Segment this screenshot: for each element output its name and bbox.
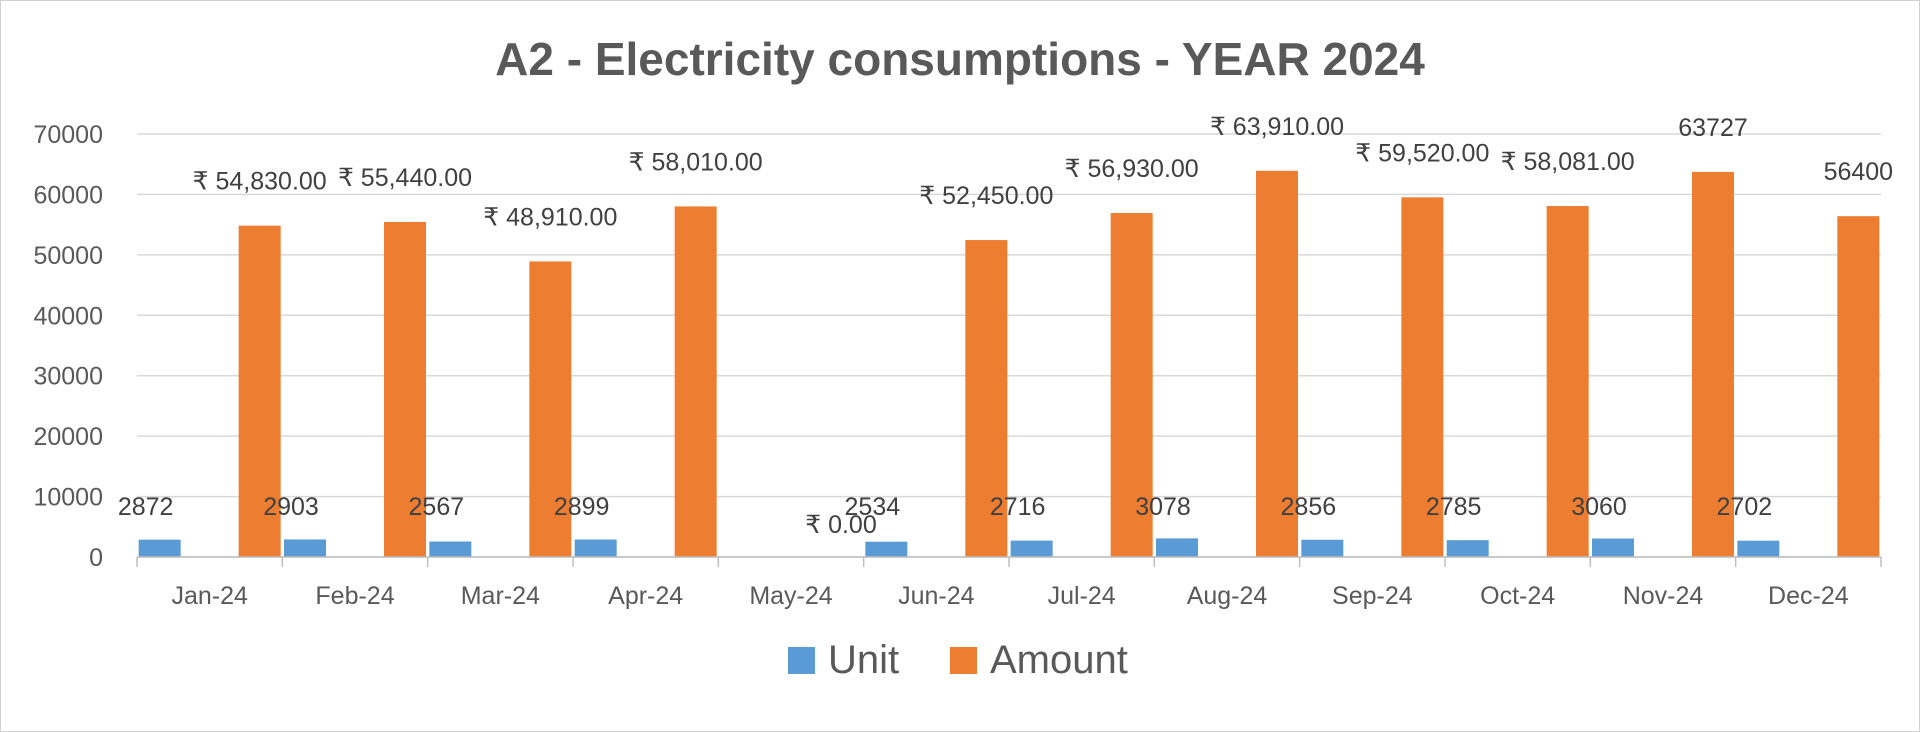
bar-unit	[1301, 539, 1344, 557]
x-tick-label: Aug-24	[1187, 582, 1268, 610]
legend-swatch-amount	[950, 647, 977, 674]
data-label-amount: ₹ 48,910.00	[483, 203, 617, 231]
bar-unit	[865, 541, 908, 557]
bar-unit	[1446, 540, 1489, 557]
data-label-amount: ₹ 63,910.00	[1210, 113, 1344, 141]
data-label-amount: ₹ 59,520.00	[1355, 139, 1489, 167]
legend: Unit Amount	[788, 638, 1128, 682]
data-label-amount: ₹ 56,930.00	[1065, 155, 1199, 183]
data-label-amount: ₹ 52,450.00	[919, 182, 1053, 210]
x-axis: Jan-24 Feb-24 Mar-24 Apr-24 May-24 Jun-24 Jul-…	[136, 556, 1882, 610]
data-label-unit: 2903	[263, 493, 319, 521]
x-tick-label: Apr-24	[608, 582, 683, 610]
y-tick-label: 40000	[33, 302, 103, 330]
data-label-unit: 2872	[118, 493, 174, 521]
data-label-amount: ₹ 55,440.00	[338, 164, 472, 192]
legend-swatch-unit	[788, 647, 815, 674]
bar-amount	[529, 261, 572, 557]
bar-unit	[1010, 540, 1053, 557]
y-tick-label: 0	[89, 544, 103, 572]
x-tick-label: Dec-24	[1768, 582, 1849, 610]
data-label-unit: 2856	[1281, 493, 1337, 521]
bar-unit	[429, 541, 472, 557]
bar-amount	[1546, 206, 1589, 557]
data-label-unit: 2899	[554, 493, 610, 521]
legend-label-amount: Amount	[990, 638, 1128, 682]
bar-amount	[965, 240, 1008, 558]
bar-unit	[1156, 538, 1198, 557]
y-tick-label: 50000	[33, 242, 103, 270]
data-label-unit: 3078	[1135, 493, 1191, 521]
y-tick-label: 10000	[33, 484, 103, 512]
data-label-amount: 56400	[1824, 158, 1894, 186]
bar-amount	[1692, 171, 1734, 557]
data-label-unit: 2534	[845, 493, 901, 521]
bar-amount	[1110, 212, 1153, 557]
bar-unit	[1592, 538, 1634, 557]
bar-amount	[1837, 216, 1880, 557]
x-tick-label: Nov-24	[1623, 582, 1704, 610]
data-label-unit: 2716	[990, 493, 1046, 521]
x-tick-label: Jun-24	[898, 582, 975, 610]
y-tick-label: 20000	[33, 423, 103, 451]
x-tick-label: Feb-24	[315, 582, 394, 610]
bars	[138, 170, 1880, 558]
data-label-amount: ₹ 58,081.00	[1501, 148, 1635, 176]
y-tick-label: 70000	[33, 121, 103, 149]
bar-unit	[138, 539, 181, 557]
data-label-amount: ₹ 54,830.00	[193, 168, 327, 196]
bar-amount	[384, 221, 426, 557]
data-label-amount: ₹ 58,010.00	[629, 148, 763, 176]
x-tick-label: Sep-24	[1332, 582, 1413, 610]
y-axis: 0 10000 20000 30000 40000 50000 60000 70000	[33, 121, 103, 572]
data-label-unit: 2567	[409, 493, 465, 521]
x-tick-label: Mar-24	[461, 582, 540, 610]
chart-title: A2 - Electricity consumptions - YEAR 202…	[495, 33, 1425, 85]
x-tick-label: May-24	[749, 582, 832, 610]
bar-amount	[1256, 170, 1298, 557]
y-tick-label: 60000	[33, 181, 103, 209]
data-label-amount: 63727	[1678, 114, 1748, 142]
gridlines	[137, 133, 1881, 558]
x-tick-label: Jan-24	[171, 582, 248, 610]
data-label-unit: 2785	[1426, 493, 1482, 521]
data-label-unit: 2702	[1717, 493, 1773, 521]
legend-label-unit: Unit	[828, 638, 899, 682]
x-tick-label: Jul-24	[1048, 582, 1116, 610]
y-tick-label: 30000	[33, 363, 103, 391]
data-label-amount: ₹ 0.00	[805, 511, 877, 539]
bar-unit	[574, 539, 617, 557]
bar-amount	[674, 206, 717, 557]
bar-amount	[1401, 197, 1444, 557]
bar-unit	[284, 539, 326, 557]
bar-unit	[1737, 540, 1780, 557]
bar-amount	[238, 225, 281, 557]
data-labels: 2872 2903 2567 2899 2534 2716 3078 2856 2785 3060…	[118, 113, 1893, 539]
x-tick-label: Oct-24	[1480, 582, 1555, 610]
data-label-unit: 3060	[1571, 493, 1627, 521]
